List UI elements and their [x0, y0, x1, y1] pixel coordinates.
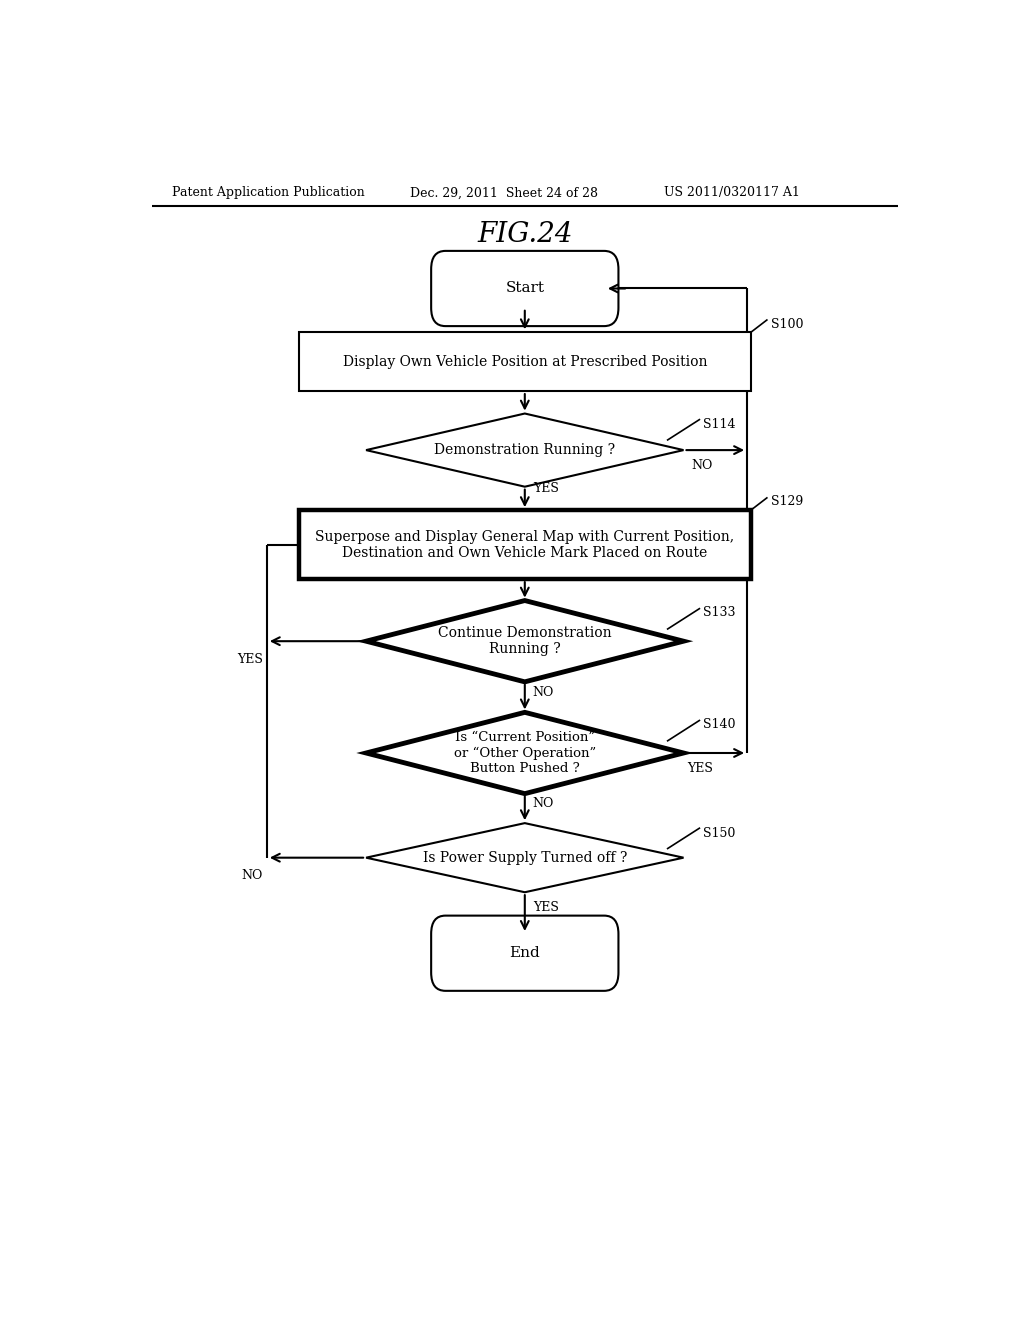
Text: Demonstration Running ?: Demonstration Running ?: [434, 444, 615, 457]
Text: YES: YES: [237, 653, 263, 667]
Text: US 2011/0320117 A1: US 2011/0320117 A1: [664, 186, 800, 199]
Text: NO: NO: [532, 685, 554, 698]
Text: Continue Demonstration
Running ?: Continue Demonstration Running ?: [438, 626, 611, 656]
Text: S150: S150: [703, 828, 735, 840]
FancyBboxPatch shape: [431, 916, 618, 991]
Text: Dec. 29, 2011  Sheet 24 of 28: Dec. 29, 2011 Sheet 24 of 28: [410, 186, 598, 199]
Text: Start: Start: [505, 281, 545, 296]
Bar: [299, 333, 751, 391]
Text: NO: NO: [532, 797, 554, 809]
Text: YES: YES: [532, 482, 559, 495]
Polygon shape: [367, 413, 684, 487]
Text: S133: S133: [703, 606, 736, 619]
Text: End: End: [509, 946, 541, 960]
Text: S114: S114: [703, 418, 736, 432]
Text: FIG.24: FIG.24: [477, 222, 572, 248]
Text: Is “Current Position”
or “Other Operation”
Button Pushed ?: Is “Current Position” or “Other Operatio…: [454, 731, 596, 775]
Polygon shape: [367, 713, 684, 793]
Text: S140: S140: [703, 718, 736, 731]
Text: YES: YES: [532, 902, 559, 915]
Text: YES: YES: [687, 762, 714, 775]
FancyBboxPatch shape: [431, 251, 618, 326]
Text: Display Own Vehicle Position at Prescribed Position: Display Own Vehicle Position at Prescrib…: [343, 355, 707, 368]
Polygon shape: [367, 824, 684, 892]
Text: S129: S129: [771, 495, 803, 508]
Text: Superpose and Display General Map with Current Position,
Destination and Own Veh: Superpose and Display General Map with C…: [315, 529, 734, 560]
Polygon shape: [367, 601, 684, 682]
Text: NO: NO: [691, 459, 713, 471]
Text: NO: NO: [242, 870, 263, 883]
Bar: [299, 510, 751, 579]
Text: Is Power Supply Turned off ?: Is Power Supply Turned off ?: [423, 850, 627, 865]
Text: S100: S100: [771, 318, 803, 330]
Text: Patent Application Publication: Patent Application Publication: [172, 186, 365, 199]
